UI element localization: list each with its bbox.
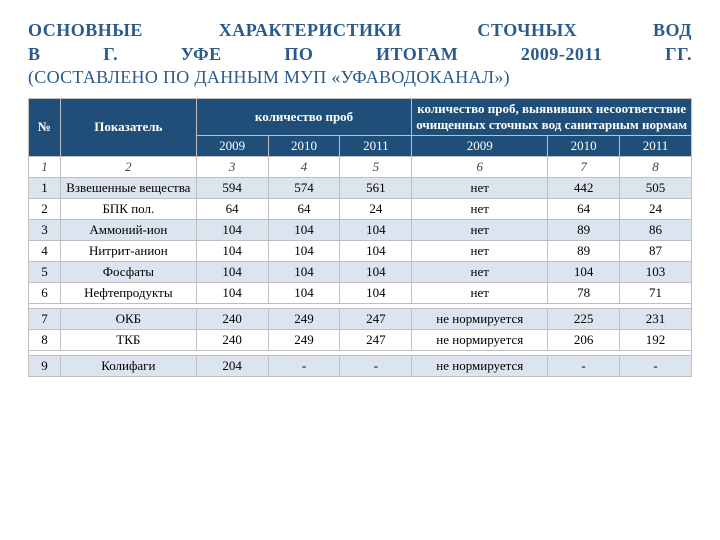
cell: 240 (196, 308, 268, 329)
cell: 104 (340, 240, 412, 261)
cell: 231 (620, 308, 692, 329)
cell: БПК пол. (60, 198, 196, 219)
title-line-2: В Г. УФЕ ПО ИТОГАМ 2009-2011 ГГ. (28, 42, 692, 66)
cell: 240 (196, 329, 268, 350)
cell: 249 (268, 308, 340, 329)
cell: 104 (196, 219, 268, 240)
cell: 24 (340, 198, 412, 219)
cell: 24 (620, 198, 692, 219)
cell: 104 (340, 219, 412, 240)
table-row: 8ТКБ240249247не нормируется206192 (29, 329, 692, 350)
cell: нет (412, 240, 548, 261)
cell: Колифаги (60, 355, 196, 376)
cell: Нитрит-анион (60, 240, 196, 261)
cell: 104 (268, 282, 340, 303)
cell: 89 (548, 219, 620, 240)
cell: 64 (196, 198, 268, 219)
cell: 247 (340, 308, 412, 329)
hdr-2010a: 2010 (268, 135, 340, 156)
cell: 104 (340, 282, 412, 303)
cell: 104 (268, 240, 340, 261)
cell: не нормируется (412, 329, 548, 350)
cell: - (340, 355, 412, 376)
cell: 4 (29, 240, 61, 261)
cell: 103 (620, 261, 692, 282)
cell: не нормируется (412, 355, 548, 376)
cell: 2 (29, 198, 61, 219)
cell: 594 (196, 177, 268, 198)
cell: 192 (620, 329, 692, 350)
table-row: 7ОКБ240249247не нормируется225231 (29, 308, 692, 329)
cell: нет (412, 219, 548, 240)
cell: 104 (196, 282, 268, 303)
cell: нет (412, 282, 548, 303)
cell: 104 (268, 219, 340, 240)
hdr-count: количество проб (196, 98, 412, 135)
cell: ОКБ (60, 308, 196, 329)
cell: нет (412, 198, 548, 219)
cell: 104 (196, 240, 268, 261)
hdr-indicator: Показатель (60, 98, 196, 156)
cell: 71 (620, 282, 692, 303)
cell: 104 (548, 261, 620, 282)
cell: 86 (620, 219, 692, 240)
hdr-no: № (29, 98, 61, 156)
cell: 104 (196, 261, 268, 282)
cell: 87 (620, 240, 692, 261)
cell: Фосфаты (60, 261, 196, 282)
cell: 574 (268, 177, 340, 198)
title-sub: (СОСТАВЛЕНО ПО ДАННЫМ МУП «УФАВОДОКАНАЛ»… (28, 67, 692, 88)
data-table: № Показатель количество проб количество … (28, 98, 692, 377)
hdr-2011b: 2011 (620, 135, 692, 156)
column-number-row: 1 2 3 4 5 6 7 8 (29, 156, 692, 177)
cell: 6 (29, 282, 61, 303)
cell: 89 (548, 240, 620, 261)
cell: 442 (548, 177, 620, 198)
cell: 1 (29, 177, 61, 198)
hdr-noncompliant: количество проб, выявивших несоответстви… (412, 98, 692, 135)
cell: 104 (340, 261, 412, 282)
table-row: 6Нефтепродукты104104104нет7871 (29, 282, 692, 303)
cell: 104 (268, 261, 340, 282)
cell: нет (412, 261, 548, 282)
table-row: 5Фосфаты104104104нет104103 (29, 261, 692, 282)
table-row: 1Взвешенные вещества594574561нет442505 (29, 177, 692, 198)
cell: 7 (29, 308, 61, 329)
cell: 64 (548, 198, 620, 219)
cell: Аммоний-ион (60, 219, 196, 240)
table-row: 2БПК пол.646424нет6424 (29, 198, 692, 219)
cell: 249 (268, 329, 340, 350)
hdr-2009a: 2009 (196, 135, 268, 156)
cell: нет (412, 177, 548, 198)
cell: 9 (29, 355, 61, 376)
title-line-1: ОСНОВНЫЕ ХАРАКТЕРИСТИКИ СТОЧНЫХ ВОД (28, 18, 692, 42)
cell: Взвешенные вещества (60, 177, 196, 198)
table-row: 9Колифаги204--не нормируется-- (29, 355, 692, 376)
table-row: 4Нитрит-анион104104104нет8987 (29, 240, 692, 261)
cell: - (620, 355, 692, 376)
cell: 8 (29, 329, 61, 350)
cell: 64 (268, 198, 340, 219)
hdr-2010b: 2010 (548, 135, 620, 156)
cell: 78 (548, 282, 620, 303)
hdr-2009b: 2009 (412, 135, 548, 156)
cell: 3 (29, 219, 61, 240)
cell: 561 (340, 177, 412, 198)
cell: 247 (340, 329, 412, 350)
hdr-2011a: 2011 (340, 135, 412, 156)
cell: 206 (548, 329, 620, 350)
cell: ТКБ (60, 329, 196, 350)
table-row: 3Аммоний-ион104104104нет8986 (29, 219, 692, 240)
cell: - (268, 355, 340, 376)
cell: 505 (620, 177, 692, 198)
cell: - (548, 355, 620, 376)
cell: 204 (196, 355, 268, 376)
cell: Нефтепродукты (60, 282, 196, 303)
cell: не нормируется (412, 308, 548, 329)
cell: 225 (548, 308, 620, 329)
cell: 5 (29, 261, 61, 282)
